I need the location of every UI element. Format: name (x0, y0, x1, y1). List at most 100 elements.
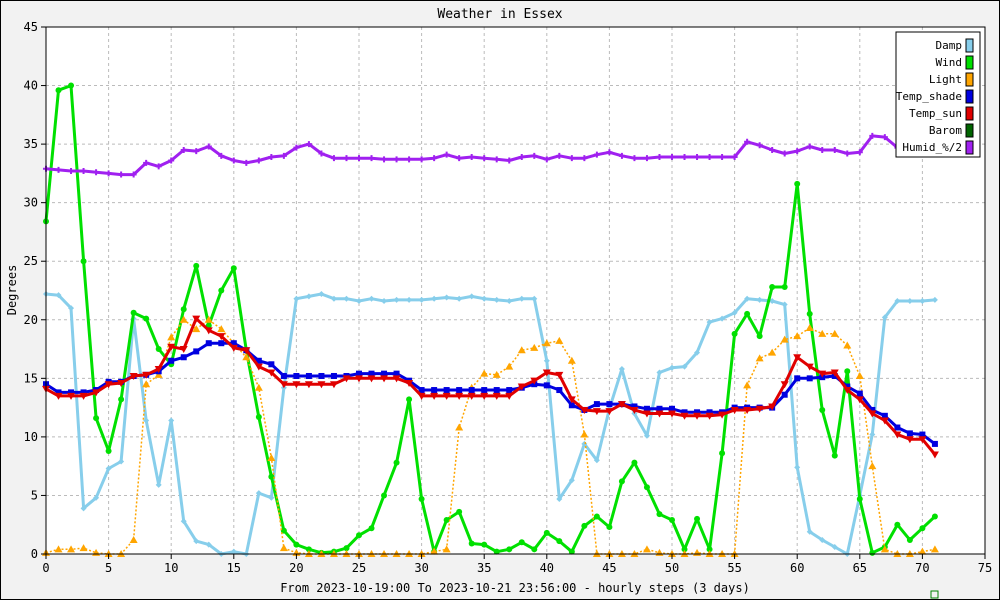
data-point-humid-2 (631, 155, 638, 162)
data-point-temp-shade (456, 387, 463, 394)
data-point-light (442, 545, 451, 553)
data-point-light (242, 353, 251, 361)
data-point-humid-2 (268, 153, 275, 160)
data-point-wind (919, 525, 926, 532)
data-point-temp-sun (730, 406, 739, 414)
data-point-temp-shade (669, 405, 675, 412)
data-point-wind (731, 330, 738, 337)
legend-label-humid-2: Humid_%/2 (902, 141, 962, 154)
data-point-wind (844, 368, 851, 375)
data-point-humid-2 (356, 155, 362, 162)
data-point-wind (393, 459, 400, 466)
data-point-humid-2 (618, 152, 625, 159)
data-point-temp-sun (930, 451, 939, 459)
data-point-temp-sun (668, 410, 676, 418)
data-point-humid-2 (881, 134, 888, 141)
data-point-damp (756, 296, 763, 303)
data-point-wind (669, 517, 675, 524)
data-point-wind (368, 525, 375, 532)
data-point-temp-shade (330, 372, 337, 379)
data-point-temp-shade (68, 389, 75, 396)
data-point-humid-2 (118, 171, 125, 178)
x-tick-label: 60 (790, 561, 804, 575)
y-tick-label: 30 (24, 196, 38, 210)
data-point-light (855, 371, 864, 379)
data-point-damp (706, 319, 713, 326)
data-point-temp-sun (768, 403, 777, 411)
data-point-light (67, 545, 76, 553)
data-point-temp-shade (481, 387, 488, 394)
data-point-temp-sun (467, 392, 476, 400)
data-point-temp-sun (517, 383, 526, 391)
data-point-wind (506, 546, 513, 553)
data-point-wind (606, 524, 613, 531)
data-point-temp-sun (292, 381, 301, 389)
data-point-temp-sun (355, 375, 363, 383)
data-point-humid-2 (193, 148, 200, 155)
data-point-damp (506, 298, 513, 305)
resize-handle-icon[interactable] (930, 590, 939, 599)
data-point-light (430, 547, 439, 555)
data-point-temp-sun (417, 392, 426, 400)
data-point-light (267, 453, 276, 461)
data-point-wind (255, 413, 262, 420)
data-point-humid-2 (443, 151, 450, 158)
data-point-damp (443, 294, 450, 301)
data-point-humid-2 (205, 143, 212, 150)
legend-swatch-wind (965, 55, 974, 70)
data-point-damp (593, 457, 600, 464)
data-point-wind (869, 549, 876, 556)
data-point-wind (130, 309, 137, 316)
data-point-humid-2 (243, 159, 250, 166)
data-point-light (279, 544, 288, 552)
data-point-wind (681, 546, 688, 553)
data-point-damp (180, 518, 187, 525)
legend-swatch-temp-shade (965, 89, 974, 104)
data-point-damp (368, 295, 375, 302)
data-point-damp (55, 292, 62, 299)
data-point-temp-shade (193, 348, 200, 355)
data-point-humid-2 (431, 155, 438, 162)
data-point-temp-sun (905, 436, 914, 444)
data-point-humid-2 (55, 166, 62, 173)
data-point-light (642, 545, 651, 553)
data-point-temp-sun (855, 396, 864, 404)
data-point-wind (180, 306, 187, 313)
data-point-temp-shade (431, 387, 438, 394)
data-point-temp-shade (781, 391, 788, 398)
data-point-temp-sun (279, 381, 288, 389)
data-point-wind (769, 283, 776, 290)
data-point-light (517, 346, 526, 354)
data-point-humid-2 (706, 153, 713, 160)
data-point-temp-sun (530, 377, 539, 385)
data-point-temp-sun (843, 387, 852, 395)
x-tick-label: 15 (227, 561, 241, 575)
data-point-temp-sun (380, 375, 389, 383)
data-point-light (54, 545, 63, 553)
data-point-wind (781, 283, 788, 290)
data-point-temp-shade (568, 402, 575, 409)
y-tick-label: 40 (24, 79, 38, 93)
data-point-temp-sun (304, 381, 313, 389)
data-point-damp (293, 295, 300, 302)
data-point-light (880, 545, 889, 553)
legend-label-temp-shade: Temp_shade (896, 90, 962, 103)
data-point-damp (894, 298, 901, 305)
data-point-temp-shade (55, 389, 62, 396)
data-point-humid-2 (506, 157, 513, 164)
data-point-wind (406, 396, 413, 403)
data-point-temp-sun (567, 396, 576, 404)
x-tick-label: 55 (727, 561, 741, 575)
data-point-damp (168, 417, 175, 424)
data-point-humid-2 (381, 156, 388, 163)
data-point-temp-sun (480, 392, 489, 400)
data-point-damp (80, 505, 87, 512)
data-point-temp-shade (168, 357, 175, 364)
data-point-damp (531, 295, 538, 302)
data-point-wind (906, 536, 913, 543)
data-point-light (818, 329, 827, 337)
data-point-humid-2 (756, 142, 763, 149)
data-point-wind (656, 511, 663, 518)
data-point-humid-2 (255, 157, 262, 164)
data-point-wind (794, 180, 801, 187)
